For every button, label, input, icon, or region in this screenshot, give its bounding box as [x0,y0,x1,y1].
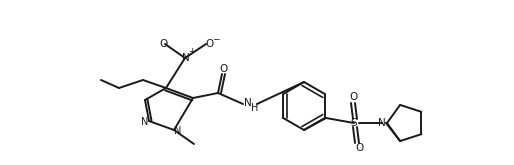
Text: N: N [378,118,386,128]
Text: O: O [355,143,363,153]
Text: +: + [188,47,196,55]
Text: S: S [351,118,357,128]
Text: N: N [244,98,252,108]
Text: H: H [251,103,259,113]
Text: O: O [349,92,357,102]
Text: −: − [212,34,220,44]
Text: O: O [219,64,227,74]
Text: N: N [174,126,181,136]
Text: N: N [141,117,149,127]
Text: N: N [182,53,190,63]
Text: O: O [205,39,213,49]
Text: O: O [159,39,167,49]
